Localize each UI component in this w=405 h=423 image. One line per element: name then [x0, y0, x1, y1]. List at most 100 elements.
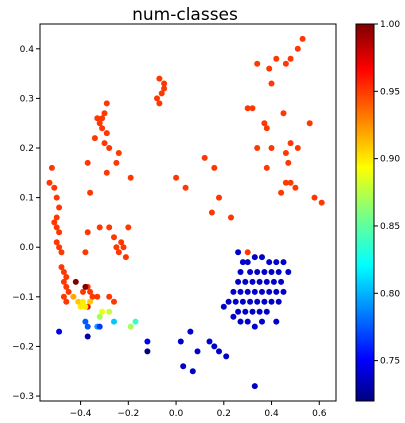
scatter-point	[84, 323, 91, 330]
scatter-point	[232, 298, 239, 305]
colorbar-tick-label: 0.75	[380, 357, 400, 367]
scatter-point	[285, 269, 292, 275]
scatter-point	[294, 45, 301, 52]
scatter-point	[237, 318, 244, 325]
y-tick-label: 0.1	[20, 194, 34, 204]
scatter-point	[144, 348, 151, 355]
x-tick-label: −0.2	[117, 409, 139, 419]
scatter-point	[249, 105, 256, 112]
scatter-point	[106, 224, 113, 231]
scatter-point	[60, 293, 67, 300]
scatter-point	[115, 150, 122, 156]
x-tick-label: 0.4	[264, 409, 279, 419]
scatter-point	[99, 115, 106, 122]
scatter-point	[84, 159, 91, 166]
scatter-point	[115, 249, 122, 256]
scatter-point	[94, 115, 101, 122]
scatter-point	[82, 249, 89, 256]
scatter-point	[285, 159, 292, 166]
x-tick-label: −0.4	[70, 409, 92, 419]
scatter-point	[211, 343, 218, 350]
scatter-point	[287, 55, 294, 62]
scatter-point	[53, 239, 60, 246]
scatter-point	[113, 244, 120, 251]
scatter-point	[275, 269, 282, 275]
scatter-point	[275, 298, 282, 305]
y-tick-label: −0.2	[12, 342, 34, 352]
scatter-point	[242, 278, 249, 285]
scatter-point	[230, 288, 237, 295]
colorbar	[355, 23, 375, 402]
scatter-point	[256, 308, 263, 315]
y-tick-label: 0.0	[20, 243, 35, 253]
scatter-point	[53, 194, 60, 201]
scatter-point	[266, 259, 273, 266]
scatter-point	[242, 308, 249, 315]
scatter-point	[273, 259, 280, 266]
colorbar-tick-label: 1.00	[380, 20, 400, 30]
scatter-point	[244, 259, 251, 266]
scatter-point	[254, 298, 261, 305]
scatter-point	[268, 80, 275, 87]
scatter-point	[235, 278, 242, 285]
scatter-point	[103, 100, 110, 107]
scatter-point	[263, 164, 270, 171]
scatter-point	[84, 229, 91, 236]
scatter-point	[244, 288, 251, 295]
y-axis: −0.3 −0.2 −0.1 0.0 0.1 0.2 0.3 0.4	[12, 45, 40, 402]
scatter-point	[56, 229, 63, 236]
scatter-point	[254, 269, 261, 275]
scatter-point	[111, 298, 117, 305]
x-tick-label: 0.0	[169, 409, 184, 419]
scatter-point	[251, 383, 258, 390]
scatter-point	[282, 179, 289, 186]
colorbar-tick-label: 0.90	[380, 155, 400, 165]
scatter-point	[282, 60, 289, 67]
scatter-point	[216, 348, 222, 355]
scatter-point	[208, 209, 215, 216]
scatter-point	[280, 288, 287, 295]
scatter-point	[82, 303, 89, 310]
scatter-point	[263, 125, 270, 132]
scatter-point	[220, 303, 227, 310]
scatter-point	[237, 269, 244, 275]
y-tick-label: 0.3	[20, 94, 34, 104]
scatter-point	[96, 224, 103, 231]
scatter-point	[89, 293, 96, 300]
scatter-point	[230, 313, 237, 320]
scatter-point	[51, 219, 58, 226]
scatter-point	[268, 298, 275, 305]
scatter-point	[154, 95, 160, 102]
scatter-point	[177, 338, 184, 345]
scatter-point	[96, 313, 103, 320]
scatter-point	[156, 75, 163, 82]
scatter-point	[182, 184, 189, 191]
scatter-point	[75, 298, 82, 305]
scatter-point	[87, 298, 94, 305]
scatter-point	[270, 278, 277, 285]
scatter-point	[259, 318, 265, 325]
scatter-point	[91, 135, 98, 142]
scatter-point	[80, 288, 86, 295]
scatter-point	[225, 298, 232, 305]
scatter-point	[259, 254, 265, 261]
scatter-point	[247, 269, 254, 275]
scatter-point	[48, 164, 55, 171]
scatter-point	[263, 278, 270, 285]
scatter-point	[251, 323, 258, 330]
scatter-point	[280, 110, 287, 117]
scatter-point	[223, 353, 230, 360]
scatter-point	[99, 308, 106, 315]
scatter-point	[299, 35, 306, 42]
scatter-point	[266, 65, 273, 72]
scatter-point	[311, 194, 318, 201]
scatter-point	[127, 174, 134, 181]
scatter-point	[87, 288, 94, 295]
scatter-point	[56, 244, 63, 251]
x-tick-label: 0.6	[312, 409, 327, 419]
scatter-point	[94, 293, 101, 300]
scatter-point	[268, 145, 275, 151]
scatter-point	[280, 259, 287, 266]
scatter-point	[235, 308, 242, 315]
scatter-point	[282, 150, 289, 156]
